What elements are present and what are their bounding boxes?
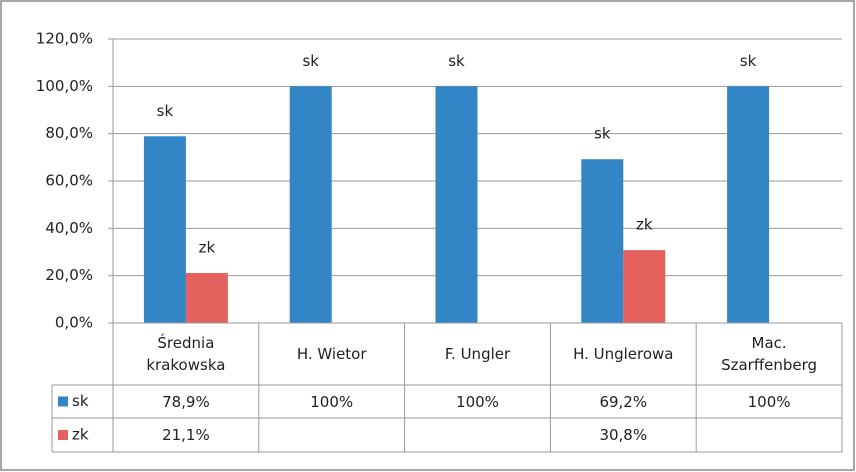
- data-label: zk: [199, 239, 216, 257]
- y-tick-label: 60,0%: [45, 172, 93, 190]
- data-label: sk: [157, 102, 174, 120]
- x-tick-label: F. Ungler: [444, 345, 511, 363]
- bar: [289, 86, 332, 323]
- x-tick-label: Średnia krakowska: [146, 334, 226, 374]
- table-value: 78,9%: [162, 392, 210, 411]
- bar: [185, 273, 228, 323]
- table-value: 100%: [456, 392, 499, 411]
- bar: [581, 159, 624, 323]
- table-value: 69,2%: [599, 392, 648, 411]
- legend-swatch: [58, 396, 68, 407]
- bar: [727, 86, 770, 323]
- legend-label: sk: [72, 392, 89, 410]
- table-value: 21,1%: [162, 426, 210, 444]
- y-tick-label: 80,0%: [45, 124, 93, 142]
- y-tick-label: 40,0%: [45, 219, 93, 237]
- y-tick-label: 0,0%: [55, 314, 93, 332]
- data-label: sk: [594, 125, 611, 143]
- y-tick-label: 120,0%: [36, 30, 93, 48]
- data-label: zk: [636, 216, 653, 234]
- bar: [623, 250, 666, 323]
- legend-label: zk: [72, 426, 89, 444]
- table-value: 30,8%: [599, 426, 648, 444]
- data-label: sk: [302, 52, 319, 70]
- data-label: sk: [448, 52, 465, 70]
- x-tick-label: H. Unglerowa: [573, 345, 674, 363]
- table-value: 100%: [747, 392, 791, 411]
- x-tick-label: Mac. Szarffenberg: [721, 334, 818, 374]
- bar: [435, 86, 478, 323]
- legend-swatch: [58, 430, 68, 440]
- bar: [143, 136, 186, 323]
- table-value: 100%: [310, 392, 354, 411]
- y-tick-label: 100,0%: [36, 77, 93, 95]
- data-label: sk: [740, 52, 757, 70]
- y-tick-label: 20,0%: [45, 266, 93, 284]
- x-tick-label: H. Wietor: [296, 345, 367, 363]
